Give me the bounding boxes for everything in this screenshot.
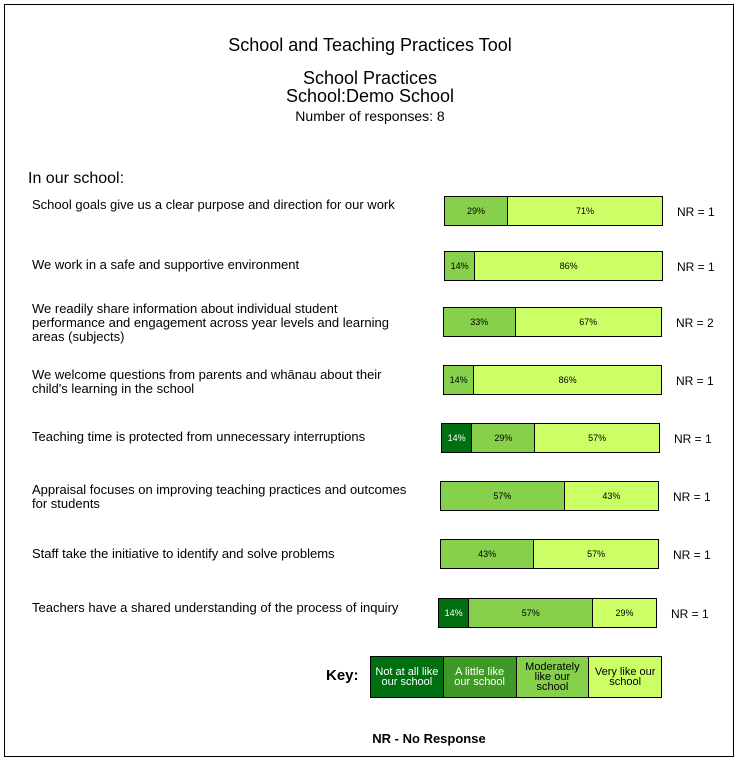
stacked-bar: 14% 57% 29%	[438, 598, 657, 628]
stacked-bar: 14% 86%	[444, 251, 663, 281]
responses-count: Number of responses: 8	[295, 108, 445, 124]
stacked-bar: 33% 67%	[443, 307, 662, 337]
legend-very: Very like our school	[589, 657, 661, 697]
footer-note: NR - No Response	[372, 731, 486, 746]
question-label: We readily share information about indiv…	[32, 301, 389, 344]
bar-segment: 71%	[507, 197, 662, 225]
bar-segment: 14%	[445, 252, 476, 280]
bar-segment: 86%	[474, 366, 661, 394]
legend: Not at all like our school A little like…	[370, 656, 662, 698]
bar-segment: 86%	[475, 252, 662, 280]
question-label: We welcome questions from parents and wh…	[32, 367, 382, 396]
intro-text: In our school:	[28, 170, 125, 187]
bar-segment: 33%	[444, 308, 516, 336]
stacked-bar: 29% 71%	[444, 196, 663, 226]
nr-count: NR = 1	[676, 374, 714, 388]
question-label: We work in a safe and supportive environ…	[32, 257, 300, 272]
nr-count: NR = 1	[674, 432, 712, 446]
key-label: Key:	[326, 667, 359, 684]
bar-segment: 14%	[444, 366, 475, 394]
question-label: Teachers have a shared understanding of …	[32, 600, 399, 615]
bar-segment: 43%	[564, 482, 658, 510]
bar-segment: 43%	[441, 540, 535, 568]
bar-segment: 14%	[442, 424, 473, 452]
bar-segment: 29%	[445, 197, 508, 225]
section-title: School Practices	[302, 68, 438, 88]
stacked-bar: 57% 43%	[440, 481, 659, 511]
report-frame	[4, 4, 734, 757]
school-name: School:Demo School	[285, 86, 455, 106]
legend-a-little: A little like our school	[443, 657, 517, 697]
stacked-bar: 43% 57%	[440, 539, 659, 569]
bar-segment: 29%	[472, 424, 536, 452]
question-label: School goals give us a clear purpose and…	[32, 197, 395, 212]
bar-segment: 57%	[441, 482, 565, 510]
stacked-bar: 14% 29% 57%	[441, 423, 660, 453]
legend-not-at-all: Not at all like our school	[371, 657, 444, 697]
question-label: Staff take the initiative to identify an…	[32, 546, 335, 561]
stacked-bar: 14% 86%	[443, 365, 662, 395]
legend-moderately: Moderately like our school	[516, 657, 590, 697]
question-label: Appraisal focuses on improving teaching …	[32, 482, 407, 511]
nr-count: NR = 1	[673, 490, 711, 504]
bar-segment: 57%	[535, 424, 659, 452]
nr-count: NR = 2	[676, 316, 714, 330]
bar-segment: 57%	[534, 540, 658, 568]
question-label: Teaching time is protected from unnecess…	[32, 429, 366, 444]
tool-title: School and Teaching Practices Tool	[228, 35, 512, 55]
bar-segment: 67%	[515, 308, 661, 336]
bar-segment: 29%	[593, 599, 656, 627]
bar-segment: 14%	[439, 599, 470, 627]
nr-count: NR = 1	[677, 260, 715, 274]
bar-segment: 57%	[469, 599, 594, 627]
nr-count: NR = 1	[677, 205, 715, 219]
nr-count: NR = 1	[671, 607, 709, 621]
nr-count: NR = 1	[673, 548, 711, 562]
